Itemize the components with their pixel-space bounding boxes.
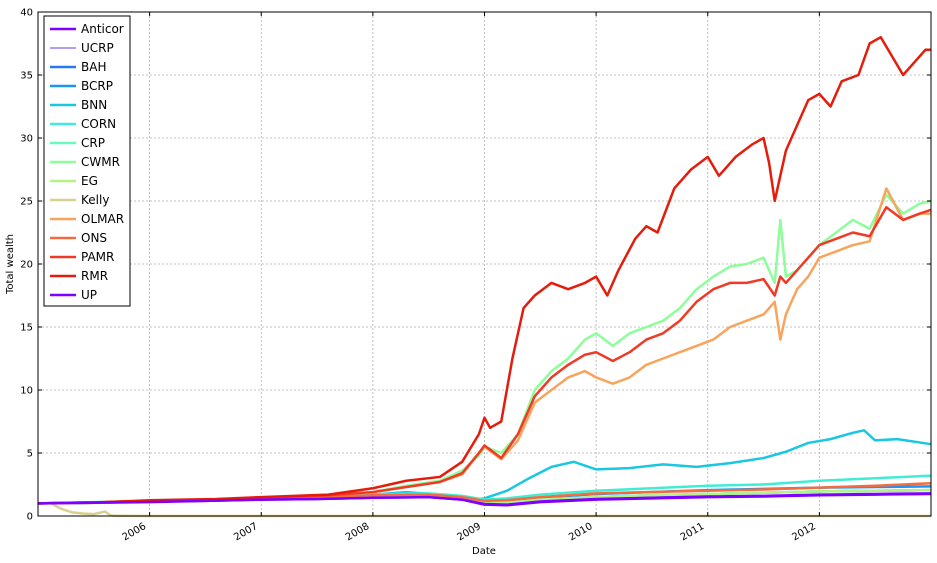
y-axis-label: Total wealth (5, 234, 16, 295)
axis-ticks: 0 5 10 15 20 25 30 35 40 2006 2007 2008 2009 2010 2011… (20, 8, 931, 543)
gridlines (38, 12, 931, 516)
y-tick-label: 20 (20, 260, 33, 271)
legend-label-crp: CRP (81, 136, 105, 150)
legend-label-corn: CORN (81, 117, 116, 131)
x-tick-label: 2007 (232, 521, 260, 543)
y-tick-label: 10 (20, 386, 33, 397)
legend-label-eg: EG (81, 174, 98, 188)
legend-label-ons: ONS (81, 231, 107, 245)
x-axis-label: Date (472, 546, 496, 557)
legend-label-pamr: PAMR (81, 250, 114, 264)
y-tick-label: 5 (27, 449, 33, 460)
x-tick-label: 2006 (121, 521, 149, 543)
legend-label-rmr: RMR (81, 269, 108, 283)
x-tick-label: 2008 (344, 521, 372, 543)
x-tick-label: 2011 (679, 521, 707, 543)
legend-label-cwmr: CWMR (81, 155, 120, 169)
legend-label-bcrp: BCRP (81, 79, 113, 93)
legend-label-kelly: Kelly (81, 193, 109, 207)
y-tick-label: 30 (20, 134, 33, 145)
x-tick-label: 2012 (790, 521, 818, 543)
y-tick-label: 35 (20, 71, 33, 82)
y-tick-label: 15 (20, 323, 33, 334)
y-tick-label: 0 (27, 512, 33, 523)
x-tick-label: 2009 (455, 521, 483, 543)
series-line-rmr (37, 35, 931, 505)
series-line-pamr (37, 206, 932, 505)
y-tick-label: 25 (20, 197, 33, 208)
series-line-up (37, 492, 932, 506)
legend-label-anticor: Anticor (81, 22, 124, 36)
legend-label-bnn: BNN (81, 98, 107, 112)
x-tick-label: 2010 (567, 521, 595, 543)
legend-label-bah: BAH (81, 60, 106, 74)
legend-label-ucrp: UCRP (81, 41, 114, 55)
series-lines (37, 35, 932, 518)
legend: Anticor UCRP BAH BCRP BNN CORN CRP CWMR EG Kelly O… (43, 15, 131, 307)
legend-label-olmar: OLMAR (81, 212, 124, 226)
y-tick-label: 40 (20, 8, 33, 19)
legend-label-up: UP (81, 288, 97, 302)
